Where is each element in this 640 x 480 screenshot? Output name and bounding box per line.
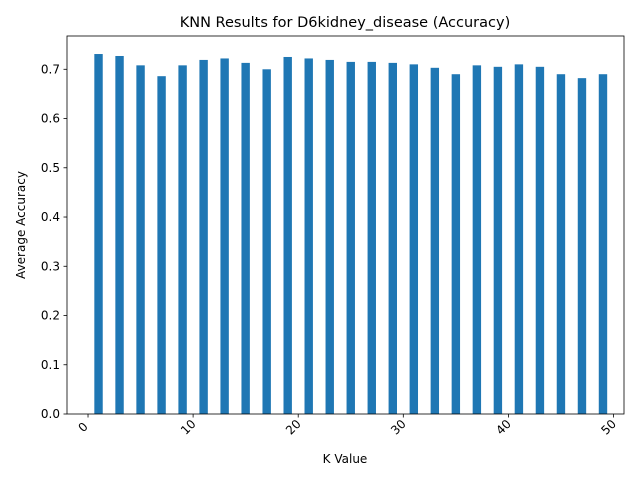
- x-axis-ticks: 0 10 20 30 40 50: [76, 414, 619, 438]
- x-tick-label: 10: [178, 417, 199, 438]
- bar-k-47: [577, 78, 587, 415]
- bar-k-33: [430, 67, 440, 414]
- bar-k-9: [178, 65, 187, 414]
- y-axis-ticks: 0.0 0.1 0.2 0.3 0.4 0.5 0.6 0.7: [41, 62, 67, 421]
- plot-frame: [66, 35, 625, 415]
- y-tick-label: 0.2: [41, 309, 60, 323]
- bar-k-21: [304, 58, 313, 414]
- bar-k-45: [556, 74, 566, 414]
- bar-k-23: [325, 59, 334, 415]
- y-tick-label: 0.6: [41, 112, 60, 126]
- bar-k-5: [136, 65, 145, 414]
- bar-k-1: [94, 54, 103, 415]
- bar-k-39: [493, 66, 503, 414]
- bar-k-7: [157, 76, 166, 415]
- bars-group: [94, 54, 608, 415]
- x-axis-label: K Value: [323, 452, 368, 466]
- y-tick-label: 0.7: [41, 62, 60, 76]
- bar-k-35: [451, 74, 461, 414]
- bar-k-37: [472, 65, 482, 414]
- x-tick-label: 30: [388, 417, 409, 438]
- bar-k-43: [535, 66, 545, 414]
- bar-k-49: [598, 74, 608, 414]
- bar-k-13: [220, 58, 229, 414]
- bar-k-27: [367, 61, 376, 414]
- bar-k-15: [241, 62, 250, 414]
- x-tick-label: 0: [76, 420, 91, 435]
- x-tick-label: 50: [598, 417, 619, 438]
- y-axis-label: Average Accuracy: [14, 171, 28, 279]
- x-tick-label: 40: [493, 417, 514, 438]
- bar-k-41: [514, 64, 524, 414]
- bar-k-25: [346, 61, 355, 414]
- x-tick-label: 20: [283, 417, 304, 438]
- bar-k-19: [283, 56, 292, 414]
- y-tick-label: 0.0: [41, 407, 60, 421]
- bar-k-3: [115, 55, 124, 414]
- bar-k-29: [388, 62, 397, 414]
- y-tick-label: 0.4: [41, 210, 60, 224]
- y-tick-label: 0.1: [41, 358, 60, 372]
- bar-k-31: [409, 64, 419, 414]
- chart-title: KNN Results for D6kidney_disease (Accura…: [180, 15, 510, 31]
- bar-k-17: [262, 69, 271, 414]
- bar-k-11: [199, 59, 208, 415]
- y-tick-label: 0.3: [41, 259, 60, 273]
- y-tick-label: 0.5: [41, 161, 60, 175]
